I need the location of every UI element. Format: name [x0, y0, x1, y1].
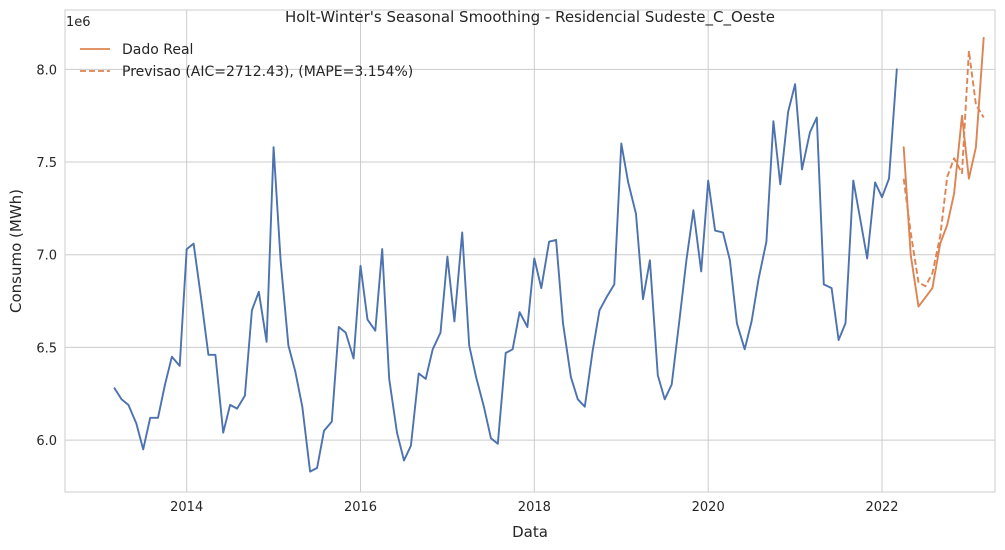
x-tick-label: 2016: [344, 500, 377, 515]
plot-area: [64, 9, 996, 493]
chart-title: Holt-Winter's Seasonal Smoothing - Resid…: [285, 8, 775, 27]
y-tick-label: 6.0: [36, 434, 57, 449]
x-tick-label: 2020: [692, 500, 725, 515]
y-tick-label: 7.0: [36, 249, 57, 264]
x-tick-label: 2022: [865, 500, 898, 515]
x-axis-label: Data: [512, 523, 548, 541]
y-axis-ticks: 6.0 6.5 7.0 7.5 8.0: [36, 63, 57, 449]
y-tick-label: 6.5: [36, 341, 57, 356]
x-tick-label: 2018: [518, 500, 551, 515]
grid: [65, 10, 995, 492]
history-series-line: [113, 68, 898, 473]
x-tick-label: 2014: [170, 500, 203, 515]
legend-label-real: Dado Real: [122, 42, 193, 58]
legend: Dado Real Previsao (AIC=2712.43), (MAPE=…: [80, 42, 413, 80]
series-lines: [113, 36, 985, 473]
y-scale-label: 1e6: [66, 15, 91, 30]
y-tick-label: 8.0: [36, 63, 57, 78]
x-axis-ticks: 2014 2016 2018 2020 2022: [170, 500, 898, 515]
y-tick-label: 7.5: [36, 156, 57, 171]
real-series-line: [902, 36, 985, 308]
legend-label-forecast: Previsao (AIC=2712.43), (MAPE=3.154%): [122, 64, 413, 80]
y-axis-label: Consumo (MWh): [7, 189, 25, 313]
